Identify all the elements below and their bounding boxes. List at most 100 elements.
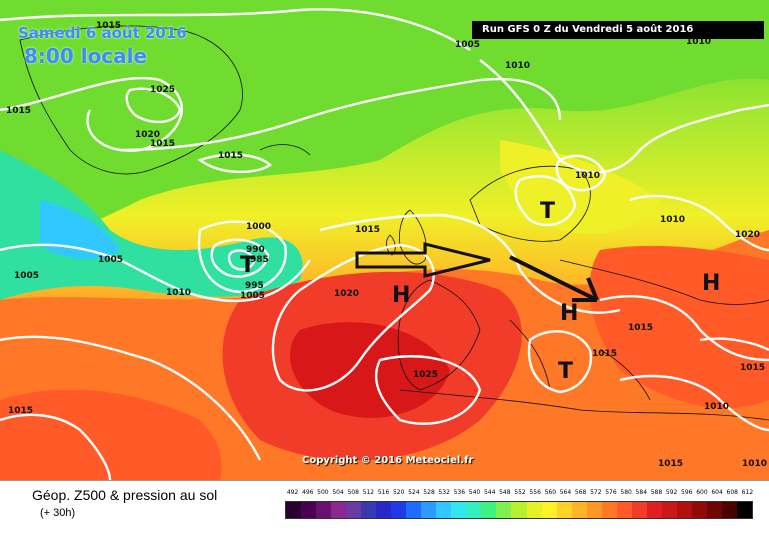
geopotential-field	[0, 0, 769, 480]
arrow-southeast-line	[509, 255, 598, 302]
color-scale-label: 548	[499, 489, 511, 496]
color-scale-label: 544	[483, 489, 496, 496]
color-scale-swatch	[601, 502, 617, 518]
pressure-label: 1010	[166, 288, 191, 298]
color-scale-label: 576	[605, 489, 617, 496]
pressure-label: 1015	[150, 139, 175, 149]
coastlines	[19, 25, 769, 421]
pressure-label: 1015	[6, 106, 31, 116]
color-scale-swatch	[406, 502, 422, 518]
color-scale-swatch	[571, 502, 587, 518]
color-scale-swatch	[661, 502, 677, 518]
pressure-label: 1010	[575, 171, 600, 181]
low-pressure-center: T	[240, 253, 255, 278]
color-scale-swatch	[376, 502, 392, 518]
pressure-label: 1015	[658, 459, 683, 469]
color-scale-swatch	[706, 502, 722, 518]
color-scale-swatch	[736, 502, 752, 518]
color-scale-label: 568	[574, 489, 587, 496]
color-scale-label: 588	[650, 489, 663, 496]
forecast-time: 8:00 locale	[24, 44, 148, 68]
color-scale-label: 560	[544, 489, 557, 496]
color-scale-swatch	[481, 502, 497, 518]
color-scale-swatch	[451, 502, 467, 518]
color-scale-label: 592	[665, 489, 678, 496]
color-scale-swatch	[586, 502, 602, 518]
pressure-label: 1005	[14, 271, 39, 281]
color-scale-label: 600	[696, 489, 708, 496]
copyright: Copyright © 2016 Meteociel.fr	[302, 455, 474, 466]
pressure-label: 1010	[660, 215, 685, 225]
pressure-label: 1020	[334, 289, 359, 299]
pressure-label: 1010	[505, 61, 530, 71]
pressure-label: 1015	[628, 323, 653, 333]
pressure-label: 1000	[246, 222, 271, 232]
color-scale-label: 516	[377, 489, 390, 496]
color-scale	[285, 501, 753, 519]
pressure-label: 1010	[686, 37, 711, 47]
pressure-label: 1010	[704, 402, 729, 412]
arrow-east-outline	[355, 242, 491, 278]
color-scale-label: 608	[726, 489, 738, 496]
color-scale-label: 496	[302, 489, 314, 496]
pressure-label: 1020	[735, 230, 760, 240]
color-scale-swatch	[316, 502, 332, 518]
color-scale-swatch	[631, 502, 647, 518]
color-scale-label: 512	[362, 489, 375, 496]
color-scale-label: 492	[286, 489, 299, 496]
color-scale-swatch	[301, 502, 317, 518]
pressure-label: 1020	[135, 130, 160, 140]
isobars	[0, 8, 769, 480]
color-scale-label: 528	[423, 489, 435, 496]
color-scale-swatch	[691, 502, 707, 518]
color-scale-label: 536	[453, 489, 466, 496]
high-pressure-center: H	[560, 301, 578, 326]
pressure-label: 985	[250, 255, 269, 265]
pressure-label: 1015	[592, 349, 617, 359]
color-scale-swatch	[511, 502, 527, 518]
color-scale-label: 572	[590, 489, 602, 496]
color-scale-label: 508	[347, 489, 359, 496]
color-scale-label: 524	[408, 489, 420, 496]
arrow-southeast-head	[572, 277, 599, 302]
color-scale-label: 584	[635, 489, 648, 496]
map-footer: Géop. Z500 & pression au sol (+ 30h) 492…	[0, 480, 769, 541]
color-scale-swatch	[361, 502, 377, 518]
color-scale-label: 596	[681, 489, 693, 496]
color-scale-swatch	[391, 502, 407, 518]
pressure-label: 1005	[455, 40, 480, 50]
forecast-date: Samedi 6 août 2016	[18, 24, 187, 42]
color-scale-label: 552	[514, 489, 526, 496]
pressure-label: 1015	[740, 363, 765, 373]
color-scale-swatch	[646, 502, 662, 518]
color-scale-swatch	[331, 502, 347, 518]
color-scale-label: 532	[438, 489, 450, 496]
color-scale-swatch	[286, 502, 302, 518]
color-scale-labels: 492 496 500 504 508 512 516 520 524 528 532 536 540 5…	[285, 489, 755, 499]
low-pressure-center: T	[558, 359, 573, 384]
color-scale-label: 580	[620, 489, 632, 496]
color-scale-swatch	[496, 502, 512, 518]
weather-map: 1015 1005 1010 1025 1020 1015 1015 1015 …	[0, 0, 769, 480]
forecast-arrows	[355, 242, 599, 302]
high-pressure-center: H	[392, 283, 410, 308]
color-scale-label: 504	[332, 489, 344, 496]
color-scale-swatch	[721, 502, 737, 518]
color-scale-label: 612	[741, 489, 754, 496]
color-scale-label: 556	[529, 489, 541, 496]
color-scale-swatch	[436, 502, 452, 518]
map-title: Géop. Z500 & pression au sol	[32, 487, 218, 503]
pressure-label: 995	[245, 281, 264, 291]
pressure-label: 990	[246, 245, 265, 255]
pressure-label: 1015	[355, 225, 380, 235]
pressure-label: 1015	[8, 406, 33, 416]
color-scale-label: 540	[468, 489, 481, 496]
color-scale-swatch	[421, 502, 437, 518]
pressure-label: 1015	[96, 21, 121, 31]
color-scale-swatch	[556, 502, 572, 518]
high-pressure-center: H	[702, 271, 720, 296]
color-scale-label: 564	[559, 489, 572, 496]
pressure-label: 1025	[413, 370, 438, 380]
color-scale-swatch	[466, 502, 482, 518]
pressure-label: 1010	[742, 459, 767, 469]
